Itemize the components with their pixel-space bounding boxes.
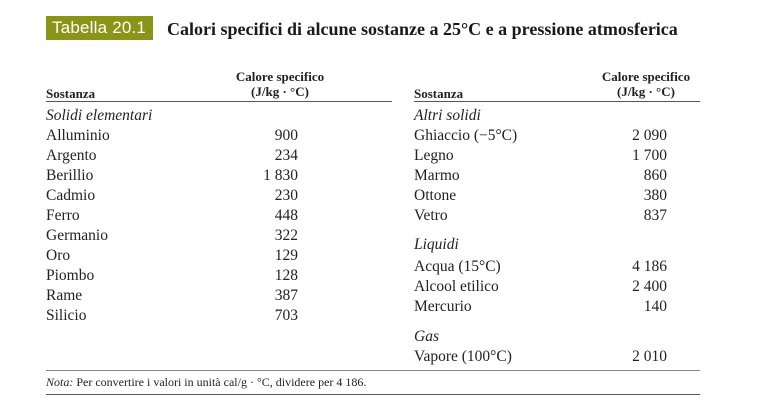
left-row-value: 234: [274, 147, 298, 164]
table-title: Calori specifici di alcune sostanze a 25…: [167, 19, 678, 39]
right-row-value: 860: [643, 167, 667, 184]
right-row-value: 2 090: [632, 127, 667, 144]
left-row-value: 230: [274, 187, 298, 204]
left-row-name: Rame: [46, 287, 83, 304]
left-row-value: 387: [274, 287, 298, 304]
left-row-value: 448: [274, 207, 298, 224]
header-value-left: Calore specifico (J/kg · °C): [200, 69, 360, 99]
right-row-value: 380: [643, 187, 667, 204]
right-row-name: Vapore (100°C): [414, 348, 512, 365]
left-row-name: Alluminio: [46, 127, 110, 144]
right-row-name: Vetro: [414, 207, 448, 224]
left-row-name: Ferro: [46, 207, 80, 224]
bottom-rule-top: [46, 370, 700, 371]
right-row-name: Acqua (15°C): [414, 258, 501, 275]
header-substance-right: Sostanza: [414, 86, 464, 101]
left-row-value: 1 830: [263, 167, 298, 184]
left-group-label: Solidi elementari: [46, 107, 153, 124]
header-substance-left: Sostanza: [46, 86, 96, 101]
right-row-name: Ghiaccio (−5°C): [414, 127, 518, 144]
header-value-right: Calore specifico (J/kg · °C): [566, 69, 726, 99]
left-row-name: Argento: [46, 147, 97, 164]
right-row-name: Marmo: [414, 167, 460, 184]
bottom-rule: [46, 394, 700, 395]
right-row-value: 1 700: [632, 147, 667, 164]
left-row-name: Cadmio: [46, 187, 96, 204]
note-label: Nota:: [46, 375, 74, 389]
left-row-value: 900: [274, 127, 298, 144]
left-row-value: 128: [274, 267, 298, 284]
right-group-label: Liquidi: [414, 236, 459, 253]
left-row-name: Oro: [46, 247, 71, 264]
left-row-value: 322: [274, 227, 298, 244]
header-rule-left: [46, 101, 392, 102]
left-row-value: 703: [274, 307, 298, 324]
left-row-value: 129: [274, 247, 298, 264]
right-row-name: Ottone: [414, 187, 457, 204]
header-value-right-line2: (J/kg · °C): [617, 84, 675, 99]
right-row-name: Legno: [414, 147, 454, 164]
header-value-right-line1: Calore specifico: [601, 69, 691, 84]
table-note: Nota: Per convertire i valori in unità c…: [46, 375, 366, 390]
header-rule-right: [414, 101, 700, 102]
left-row-name: Piombo: [46, 267, 95, 284]
note-text: Per convertire i valori in unità cal/g ·…: [73, 375, 367, 389]
left-row-name: Berillio: [46, 167, 94, 184]
table-tag: Tabella 20.1: [46, 16, 154, 40]
left-row-name: Germanio: [46, 227, 108, 244]
right-group-label: Gas: [414, 328, 439, 345]
right-row-value: 2 400: [632, 278, 667, 295]
right-row-value: 837: [643, 207, 667, 224]
right-row-name: Mercurio: [414, 298, 472, 315]
left-row-name: Silicio: [46, 307, 87, 324]
right-row-value: 2 010: [632, 348, 667, 365]
right-row-value: 4 186: [632, 258, 667, 275]
header-value-left-line2: (J/kg · °C): [251, 84, 309, 99]
right-row-value: 140: [643, 298, 667, 315]
header-value-left-line1: Calore specifico: [235, 69, 325, 84]
right-group-label: Altri solidi: [414, 107, 481, 124]
right-row-name: Alcool etilico: [414, 278, 499, 295]
